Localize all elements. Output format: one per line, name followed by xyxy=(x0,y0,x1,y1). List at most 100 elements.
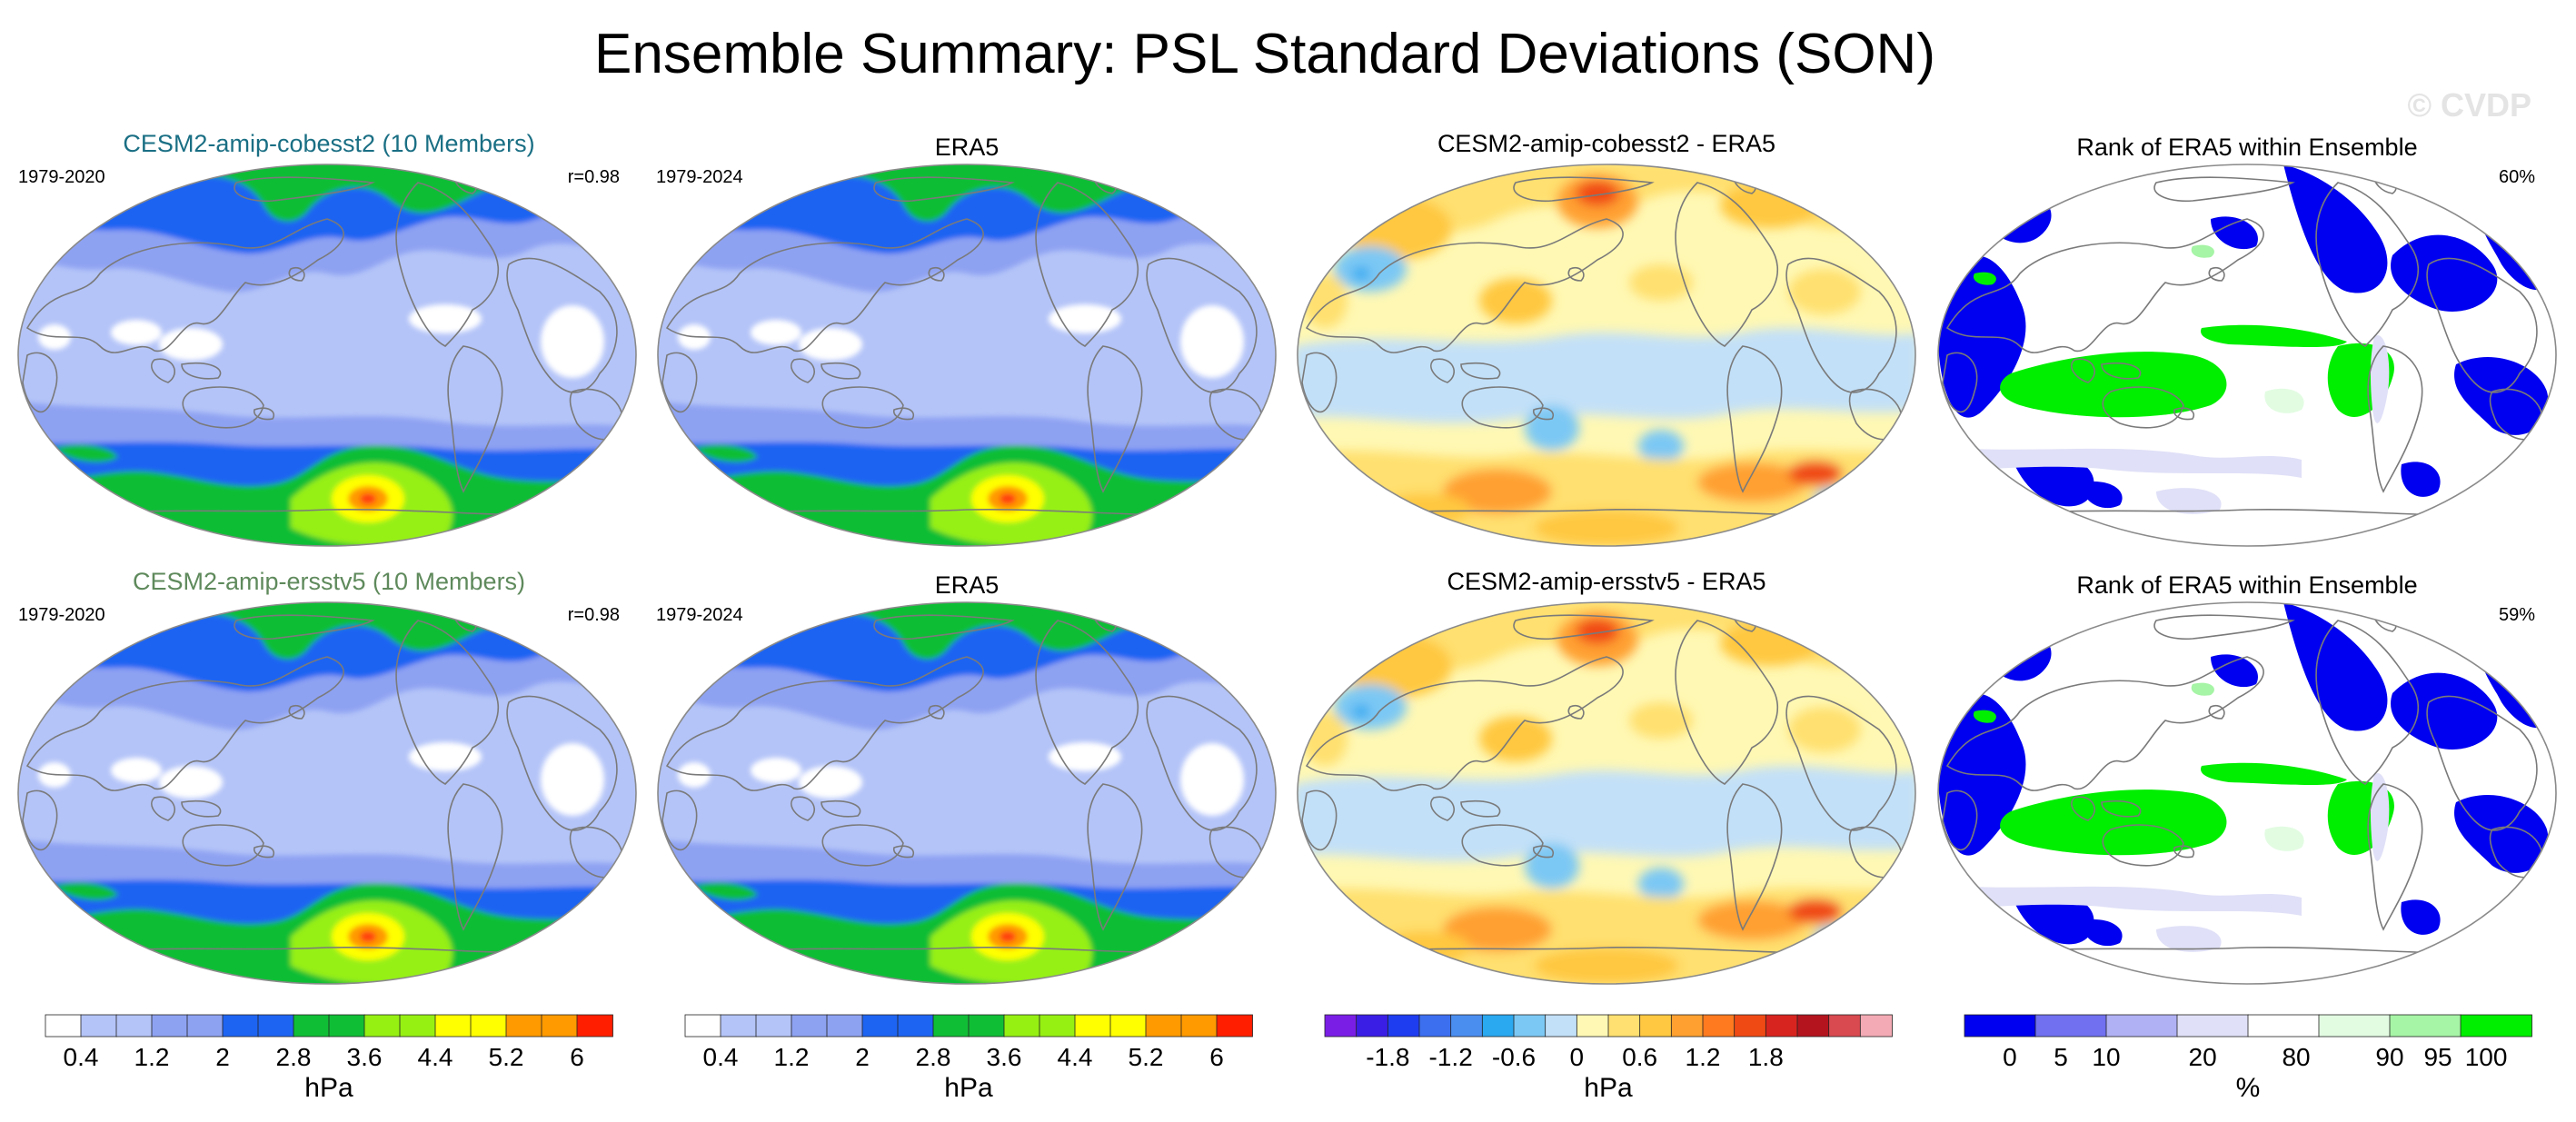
colorbar-stddev-era5: 0.4 1.2 2 2.8 3.6 4.4 5.2 6 hPa xyxy=(684,1014,1253,1103)
colorbar-swatch xyxy=(505,1014,542,1038)
row-1: CESM2-amip-cobesst2 (10 Members) 1979-20… xyxy=(17,130,2557,547)
colorbar-swatch xyxy=(2105,1014,2178,1038)
map-rank xyxy=(1937,601,2557,985)
colorbar-swatch xyxy=(1545,1014,1578,1038)
map-stddev xyxy=(17,601,637,985)
map-difference xyxy=(1297,601,1916,985)
colorbar-tick-label: 2 xyxy=(215,1043,230,1071)
colorbar-swatch xyxy=(1859,1014,1893,1038)
correlation-label: r=0.98 xyxy=(568,167,620,187)
map-difference xyxy=(1297,164,1916,547)
colorbar-swatch xyxy=(1074,1014,1111,1038)
colorbar-swatch xyxy=(968,1014,1005,1038)
colorbar-tick-label: 20 xyxy=(2189,1043,2217,1071)
colorbar-swatch xyxy=(1039,1014,1076,1038)
rank-percent-label: 59% xyxy=(2499,605,2535,625)
panel-title: ERA5 xyxy=(935,571,1000,599)
panel-rank: Rank of ERA5 within Ensemble 59% xyxy=(1937,571,2557,985)
colorbar-swatch xyxy=(1576,1014,1609,1038)
colorbar-tick-label: 5 xyxy=(2054,1043,2068,1071)
colorbar-difference: -1.8 -1.2 -0.6 0 0.6 1.2 1.8 hPa xyxy=(1324,1014,1893,1103)
colorbar-swatch xyxy=(2460,1014,2532,1038)
colorbar-tick-label: 1.2 xyxy=(774,1043,810,1071)
colorbar-tick-label: 1.8 xyxy=(1748,1043,1784,1071)
colorbar-swatch xyxy=(80,1014,117,1038)
period-label: 1979-2020 xyxy=(18,167,105,187)
colorbar-swatch xyxy=(791,1014,828,1038)
colorbar-swatch xyxy=(1513,1014,1547,1038)
colorbar-swatch xyxy=(363,1014,401,1038)
panel-era5: ERA5 1979-2024 xyxy=(656,134,1277,547)
colorbar-tick-label: 2.8 xyxy=(276,1043,312,1071)
colorbar-tick-label: 0 xyxy=(2003,1043,2017,1071)
colorbar-swatch xyxy=(755,1014,792,1038)
colorbar-swatch xyxy=(151,1014,188,1038)
colorbar-swatch xyxy=(1639,1014,1673,1038)
colorbar-swatch xyxy=(1109,1014,1147,1038)
colorbar-swatch xyxy=(1964,1014,2036,1038)
panel-difference: CESM2-amip-ersstv5 - ERA5 xyxy=(1297,568,1916,985)
colorbar-unit-label: hPa xyxy=(1584,1073,1633,1103)
colorbar-tick-label: -1.2 xyxy=(1429,1043,1473,1071)
map-stddev xyxy=(657,164,1277,547)
panel-title: Rank of ERA5 within Ensemble xyxy=(2076,134,2417,161)
colorbar-swatch xyxy=(45,1014,82,1038)
colorbar-swatch xyxy=(861,1014,899,1038)
colorbar-swatch xyxy=(257,1014,294,1038)
colorbar-tick-label: -0.6 xyxy=(1492,1043,1536,1071)
colorbar-tick-label: 5.2 xyxy=(1129,1043,1164,1071)
colorbar-unit-label: hPa xyxy=(304,1073,353,1103)
panel-title: CESM2-amip-ersstv5 - ERA5 xyxy=(1447,568,1765,595)
colorbar-swatch xyxy=(1145,1014,1182,1038)
period-label: 1979-2020 xyxy=(18,605,105,625)
colorbar-tick-label: 5.2 xyxy=(489,1043,524,1071)
colorbar-tick-label: 3.6 xyxy=(347,1043,383,1071)
colorbar-tick-label: 6 xyxy=(1209,1043,1224,1071)
colorbar-swatch xyxy=(932,1014,970,1038)
colorbar-stddev-model: 0.4 1.2 2 2.8 3.6 4.4 5.2 6 hPa xyxy=(45,1014,613,1103)
colorbar-unit-label: hPa xyxy=(944,1073,993,1103)
map-rank xyxy=(1937,164,2557,547)
colorbar-swatch xyxy=(1765,1014,1798,1038)
colorbar-tick-label: 0.4 xyxy=(703,1043,739,1071)
colorbar-swatch xyxy=(1216,1014,1253,1038)
panel-difference: CESM2-amip-cobesst2 - ERA5 xyxy=(1297,130,1916,547)
map-stddev xyxy=(657,601,1277,985)
colorbar-tick-label: 3.6 xyxy=(987,1043,1022,1071)
colorbar-swatch xyxy=(720,1014,757,1038)
colorbar-swatch xyxy=(1481,1014,1515,1038)
colorbar-swatch xyxy=(434,1014,472,1038)
colorbar-swatch xyxy=(470,1014,507,1038)
colorbar-swatch xyxy=(1387,1014,1420,1038)
panel-title: CESM2-amip-ersstv5 (10 Members) xyxy=(133,568,525,595)
colorbar-rank: 0 5 10 20 80 90 95 100% xyxy=(1964,1014,2532,1103)
colorbar-swatch xyxy=(115,1014,153,1038)
colorbar-tick-label: 90 xyxy=(2375,1043,2403,1071)
colorbar-tick-label: 10 xyxy=(2092,1043,2120,1071)
colorbar-swatch xyxy=(2389,1014,2462,1038)
panel-title: ERA5 xyxy=(935,134,1000,161)
colorbar-swatch xyxy=(399,1014,436,1038)
figure-title: Ensemble Summary: PSL Standard Deviation… xyxy=(594,23,1935,85)
colorbar-tick-label: 100 xyxy=(2465,1043,2508,1071)
colorbar-tick-label: 80 xyxy=(2282,1043,2310,1071)
watermark: © CVDP xyxy=(2407,86,2531,124)
colorbar-tick-label: 6 xyxy=(570,1043,584,1071)
panel-era5: ERA5 1979-2024 xyxy=(656,571,1277,985)
colorbar-swatch xyxy=(826,1014,863,1038)
colorbar-swatch xyxy=(2176,1014,2249,1038)
colorbar-tick-label: 0 xyxy=(1570,1043,1585,1071)
colorbar-swatch xyxy=(1324,1014,1358,1038)
panel-model-ersstv5: CESM2-amip-ersstv5 (10 Members) 1979-202… xyxy=(17,568,637,985)
colorbar-swatch xyxy=(1828,1014,1862,1038)
colorbar-swatch xyxy=(222,1014,259,1038)
colorbar-swatch xyxy=(684,1014,721,1038)
rank-percent-label: 60% xyxy=(2499,167,2535,187)
colorbar-tick-label: 2.8 xyxy=(916,1043,951,1071)
colorbar-tick-label: 0.4 xyxy=(64,1043,99,1071)
period-label: 1979-2024 xyxy=(656,605,743,625)
map-stddev xyxy=(17,164,637,547)
colorbar-tick-label: 4.4 xyxy=(418,1043,453,1071)
colorbar-tick-label: -1.8 xyxy=(1366,1043,1409,1071)
colorbar-tick-label: 1.2 xyxy=(1686,1043,1721,1071)
